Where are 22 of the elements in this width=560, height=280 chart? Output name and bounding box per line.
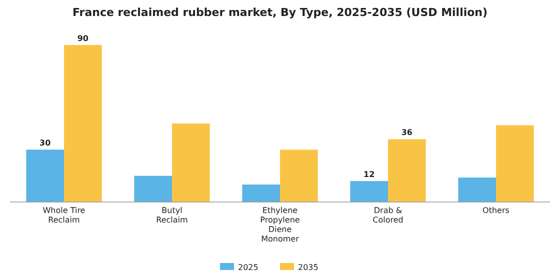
- bar: [172, 124, 210, 202]
- bar: [26, 150, 64, 202]
- legend-label: 2035: [298, 263, 318, 272]
- bar: [350, 181, 388, 202]
- x-tick-label: Whole Tire Reclaim: [42, 206, 86, 224]
- data-label: 36: [401, 128, 413, 138]
- bar: [134, 176, 172, 202]
- bar: [242, 184, 280, 202]
- legend-label: 2025: [238, 263, 258, 272]
- x-tick-label: Ethylene Propylene Diene Monomer: [260, 206, 300, 244]
- bar: [280, 150, 318, 202]
- bar: [388, 139, 426, 202]
- x-tick-label: Butyl Reclaim: [156, 206, 188, 224]
- data-label: 30: [40, 138, 52, 148]
- bar: [64, 45, 102, 202]
- bar: [496, 125, 534, 202]
- data-label: 12: [364, 170, 375, 180]
- bar: [458, 178, 496, 202]
- x-tick-label: Drab & Colored: [372, 206, 404, 224]
- chart-title: France reclaimed rubber market, By Type, 2025-2035 (USD Million): [72, 6, 488, 19]
- x-tick-label: Others: [482, 206, 510, 215]
- data-label: 90: [77, 34, 89, 43]
